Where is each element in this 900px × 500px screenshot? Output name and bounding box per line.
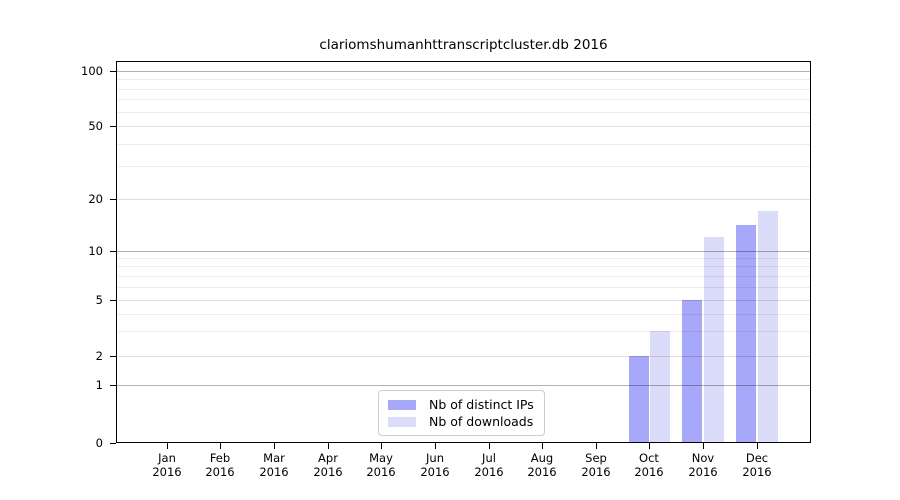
minor-gridline-30 (117, 166, 810, 167)
x-tick-label-dec: Dec 2016 (742, 451, 772, 479)
y-tick-mark-5 (110, 300, 116, 301)
x-tick-label-sep: Sep 2016 (581, 451, 611, 479)
y-tick-mark-1 (110, 385, 116, 386)
bar-distinct-ips-nov (682, 300, 703, 442)
y-tick-mark-100 (110, 71, 116, 72)
x-tick-mark-aug (542, 443, 543, 449)
x-tick-mark-jul (489, 443, 490, 449)
x-tick-mark-oct (649, 443, 650, 449)
x-tick-mark-apr (328, 443, 329, 449)
gridline-5 (117, 300, 810, 301)
x-tick-label-oct: Oct 2016 (634, 451, 664, 479)
y-tick-label-20: 20 (88, 192, 103, 206)
x-tick-mark-nov (703, 443, 704, 449)
y-tick-label-10: 10 (88, 244, 103, 258)
x-tick-label-may: May 2016 (366, 451, 396, 479)
minor-gridline-80 (117, 89, 810, 90)
y-tick-mark-20 (110, 199, 116, 200)
x-tick-label-jan: Jan 2016 (152, 451, 182, 479)
y-tick-mark-0 (110, 443, 116, 444)
x-tick-mark-sep (596, 443, 597, 449)
minor-gridline-6 (117, 287, 810, 288)
gridline-100 (117, 71, 810, 72)
legend-item-distinct-ips: Nb of distinct IPs (388, 396, 535, 413)
chart-title: clariomshumanhttranscriptcluster.db 2016 (319, 37, 608, 53)
x-tick-mark-may (381, 443, 382, 449)
x-tick-label-jun: Jun 2016 (420, 451, 450, 479)
x-tick-label-apr: Apr 2016 (313, 451, 343, 479)
bar-downloads-nov (703, 236, 724, 442)
bar-downloads-oct (650, 331, 671, 442)
legend-item-downloads: Nb of downloads (388, 413, 535, 430)
x-tick-mark-feb (220, 443, 221, 449)
gridline-2 (117, 356, 810, 357)
x-tick-label-nov: Nov 2016 (688, 451, 718, 479)
legend-label-downloads: Nb of downloads (429, 413, 534, 429)
minor-gridline-60 (117, 112, 810, 113)
x-tick-label-mar: Mar 2016 (259, 451, 289, 479)
y-tick-label-5: 5 (95, 293, 103, 307)
gridline-50 (117, 126, 810, 127)
gridline-1 (117, 385, 810, 386)
gridline-10 (117, 251, 810, 252)
bar-distinct-ips-dec (736, 225, 757, 442)
x-tick-mark-dec (757, 443, 758, 449)
legend: Nb of distinct IPs Nb of downloads (378, 390, 545, 436)
minor-gridline-9 (117, 258, 810, 259)
minor-gridline-40 (117, 144, 810, 145)
y-tick-label-50: 50 (88, 119, 103, 133)
x-tick-label-feb: Feb 2016 (205, 451, 235, 479)
minor-gridline-8 (117, 266, 810, 267)
x-tick-mark-mar (274, 443, 275, 449)
y-tick-mark-50 (110, 126, 116, 127)
minor-gridline-3 (117, 331, 810, 332)
minor-gridline-7 (117, 276, 810, 277)
minor-gridline-90 (117, 79, 810, 80)
y-tick-label-1: 1 (95, 378, 103, 392)
x-tick-mark-jan (167, 443, 168, 449)
y-tick-mark-2 (110, 356, 116, 357)
y-tick-label-2: 2 (95, 349, 103, 363)
x-tick-label-aug: Aug 2016 (527, 451, 557, 479)
x-tick-label-jul: Jul 2016 (474, 451, 504, 479)
bar-downloads-dec (757, 210, 778, 442)
legend-swatch-distinct-ips-icon (388, 399, 416, 410)
legend-swatch-downloads-icon (388, 416, 416, 427)
gridline-20 (117, 199, 810, 200)
y-tick-label-100: 100 (81, 64, 103, 78)
legend-label-distinct-ips: Nb of distinct IPs (429, 396, 534, 412)
y-tick-mark-10 (110, 251, 116, 252)
minor-gridline-70 (117, 99, 810, 100)
bar-distinct-ips-oct (628, 356, 649, 442)
minor-gridline-4 (117, 314, 810, 315)
y-tick-label-0: 0 (95, 436, 103, 450)
x-tick-mark-jun (435, 443, 436, 449)
